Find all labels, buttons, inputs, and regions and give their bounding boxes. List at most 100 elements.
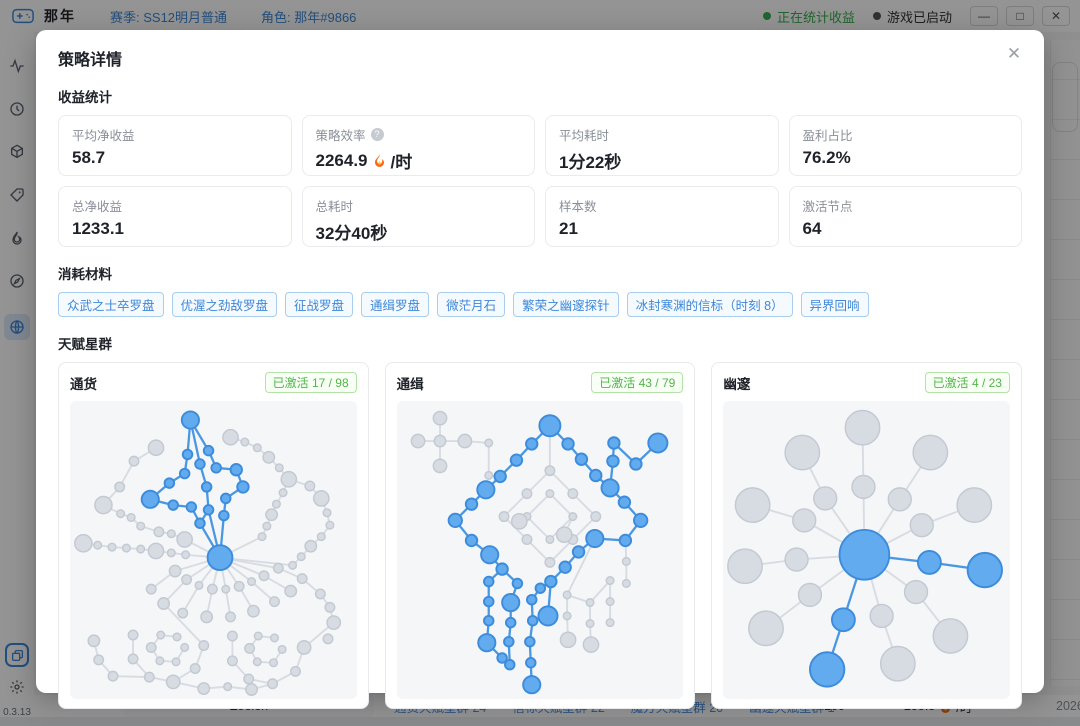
- cluster-header: 通货 已激活 17 / 98: [70, 372, 357, 393]
- talent-node-active: [194, 517, 206, 529]
- talent-node-active: [167, 499, 179, 511]
- talent-node: [277, 644, 287, 654]
- talent-node-active: [482, 614, 495, 627]
- talent-node: [74, 533, 93, 553]
- talent-graph[interactable]: [396, 401, 684, 699]
- cluster-header: 通缉 已激活 43 / 79: [397, 372, 684, 393]
- talent-node: [544, 465, 556, 477]
- talent-node: [510, 512, 528, 530]
- material-tag: 微茫月石: [437, 292, 506, 317]
- history-icon[interactable]: [7, 99, 27, 119]
- flame-icon[interactable]: [7, 228, 27, 248]
- talent-node-active: [496, 652, 508, 664]
- cluster-name: 通缉: [396, 376, 424, 392]
- tag-icon[interactable]: [7, 185, 27, 205]
- talent-node: [166, 548, 176, 558]
- material-tag: 通缉罗盘: [361, 292, 430, 317]
- talent-node: [605, 576, 615, 586]
- talent-graph[interactable]: [723, 401, 1010, 699]
- talent-node: [252, 443, 262, 453]
- status-game-running: 游戏已启动: [872, 7, 952, 26]
- talent-node: [265, 508, 279, 522]
- talent-node: [114, 481, 126, 493]
- season-label[interactable]: 赛季: SS12明月普通: [110, 9, 228, 25]
- talent-node: [748, 610, 785, 647]
- talent-node-active: [181, 448, 194, 461]
- maximize-button[interactable]: □: [1006, 6, 1034, 26]
- clusters-grid: 通货 已激活 17 / 98 通缉 已激活 43 / 79 幽邃 已激活 4 / 23: [58, 362, 1022, 709]
- graph-edge: [162, 602, 205, 647]
- talent-node: [126, 512, 136, 523]
- gray-dot-icon: [872, 12, 881, 20]
- stat-value: 58.7: [72, 148, 106, 167]
- talent-node: [181, 550, 191, 560]
- graph-edge: [525, 515, 551, 541]
- talent-node: [200, 610, 214, 624]
- talent-node: [147, 439, 165, 457]
- talent-node: [145, 641, 157, 653]
- role-label[interactable]: 角色: 那年#9866: [261, 9, 357, 25]
- talent-node: [206, 583, 218, 595]
- talent-node: [326, 615, 342, 631]
- talent-node: [233, 580, 245, 592]
- talent-node: [562, 590, 572, 600]
- talent-node: [545, 489, 555, 499]
- minimize-button[interactable]: —: [970, 6, 998, 26]
- modal-close-icon[interactable]: ✕: [1006, 44, 1022, 63]
- row-date: 2026-04-21 13:11: [1056, 699, 1080, 713]
- talent-node: [244, 642, 256, 654]
- talent-node: [156, 630, 166, 640]
- windows-copy-icon[interactable]: [5, 643, 29, 667]
- compass-icon[interactable]: [7, 271, 27, 291]
- activated-badge: 已激活 4 / 23: [924, 372, 1010, 393]
- talent-node: [792, 508, 817, 533]
- activity-icon[interactable]: [7, 56, 27, 76]
- material-tag: 众武之士卒罗盘: [58, 292, 164, 317]
- clusters-section-title: 天赋星群: [58, 337, 112, 352]
- globe-icon[interactable]: [4, 314, 30, 340]
- talent-graph[interactable]: [70, 401, 357, 699]
- talent-node: [567, 512, 578, 522]
- talent-node: [93, 540, 103, 550]
- talent-node: [93, 654, 105, 666]
- stat-value: 1分22秒: [559, 153, 622, 172]
- package-icon[interactable]: [7, 142, 27, 162]
- stat-label: 总净收益: [72, 200, 123, 214]
- talent-node-active: [236, 480, 250, 494]
- talent-node-active: [831, 607, 857, 633]
- cluster-name: 通货: [70, 376, 97, 392]
- cluster-panel-幽邃: 幽邃 已激活 4 / 23: [711, 362, 1022, 709]
- talent-node-active: [558, 560, 572, 574]
- talent-node: [498, 511, 510, 523]
- materials-row: 众武之士卒罗盘 优渥之劲敌罗盘 征战罗盘 通缉罗盘 微茫月石 繁荣之幽邃探针 冰封寒渊的信标…: [58, 292, 1022, 317]
- talent-node: [257, 532, 267, 542]
- graph-edge: [112, 675, 150, 679]
- materials-section-title: 消耗材料: [58, 267, 112, 282]
- talent-node: [226, 630, 238, 642]
- talent-node: [87, 634, 101, 648]
- talent-node: [304, 480, 316, 492]
- talent-node: [136, 521, 146, 531]
- talent-node-active: [838, 528, 891, 581]
- talent-node-active: [464, 497, 478, 511]
- talent-node: [278, 488, 288, 498]
- gear-icon[interactable]: [7, 677, 27, 697]
- talent-node: [268, 596, 280, 608]
- cluster-panel-通货: 通货 已激活 17 / 98: [58, 362, 369, 709]
- stat-value: 1233.1: [72, 219, 124, 238]
- stat-label: 激活节点: [802, 200, 853, 214]
- cluster-name: 幽邃: [723, 376, 751, 392]
- talent-node: [107, 670, 119, 682]
- talent-node-active: [482, 595, 495, 608]
- stat-card: 平均净收益 58.7: [58, 115, 292, 176]
- help-icon[interactable]: ?: [370, 128, 384, 141]
- talent-node: [128, 455, 140, 467]
- talent-node: [121, 543, 131, 553]
- talent-node: [189, 662, 201, 674]
- talent-node-active: [647, 432, 669, 454]
- bottom-strip: [0, 717, 1080, 726]
- talent-node: [172, 632, 182, 642]
- talent-node: [168, 564, 182, 578]
- window-close-button[interactable]: ✕: [1042, 6, 1070, 26]
- talent-node: [197, 682, 211, 696]
